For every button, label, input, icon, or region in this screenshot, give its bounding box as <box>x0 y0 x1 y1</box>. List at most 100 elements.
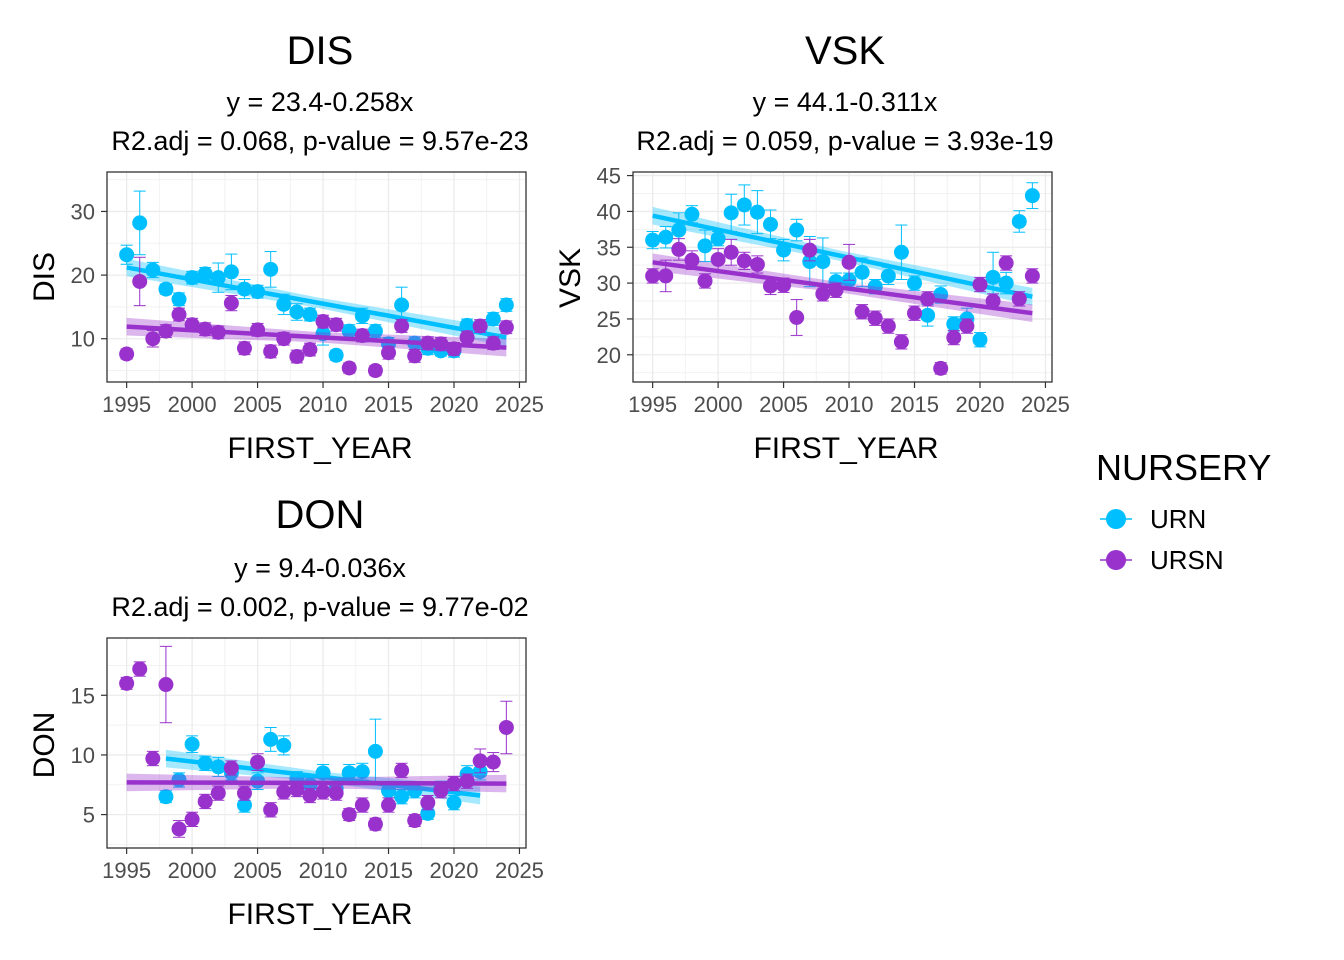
data-point-don-ursn <box>171 821 187 837</box>
data-point-dis-ursn <box>158 323 174 339</box>
data-point-vsk-urn <box>736 197 752 213</box>
panel-equation-don: y = 9.4-0.036x <box>234 553 406 583</box>
x-axis-title-don: FIRST_YEAR <box>227 898 412 931</box>
y-axis-title-dis: DIS <box>28 252 61 302</box>
data-point-vsk-ursn <box>1011 291 1027 307</box>
data-point-vsk-ursn <box>841 254 857 270</box>
data-point-dis-ursn <box>381 345 397 361</box>
data-point-dis-urn <box>184 270 200 286</box>
data-point-don-ursn <box>367 816 383 832</box>
data-point-dis-urn <box>197 266 213 282</box>
data-point-vsk-urn <box>972 332 988 348</box>
data-point-don-urn <box>210 759 226 775</box>
data-point-dis-ursn <box>354 328 370 344</box>
panel-vsk: VSK y = 44.1-0.311x R2.adj = 0.059, p-va… <box>554 29 1070 465</box>
plot-border <box>632 171 1053 383</box>
y-tick-label: 20 <box>597 343 621 368</box>
x-tick-label: 2010 <box>299 858 348 883</box>
data-point-dis-urn <box>210 270 226 286</box>
data-point-dis-urn <box>485 311 501 327</box>
data-point-vsk-ursn <box>972 277 988 293</box>
data-point-don-urn <box>341 765 357 781</box>
data-point-vsk-urn <box>998 275 1014 291</box>
data-point-vsk-ursn <box>998 255 1014 271</box>
panel-title-dis: DIS <box>287 29 354 73</box>
data-point-don-ursn <box>394 762 410 778</box>
data-point-don-ursn <box>263 802 279 818</box>
x-tick-label: 2025 <box>1021 392 1070 417</box>
data-point-vsk-ursn <box>710 251 726 267</box>
data-point-vsk-ursn <box>789 309 805 325</box>
data-point-vsk-urn <box>1024 188 1040 204</box>
panel-title-don: DON <box>276 493 365 537</box>
data-point-don-ursn <box>341 807 357 823</box>
data-point-don-urn <box>367 743 383 759</box>
data-point-dis-ursn <box>420 335 436 351</box>
plot-border <box>106 171 527 383</box>
data-point-don-ursn <box>119 675 135 691</box>
data-point-dis-ursn <box>328 317 344 333</box>
data-point-vsk-urn <box>1011 213 1027 229</box>
data-point-dis-urn <box>171 291 187 307</box>
data-point-dis-urn <box>119 247 135 263</box>
data-point-vsk-urn <box>907 275 923 291</box>
data-point-don-ursn <box>433 783 449 799</box>
y-tick-label: 40 <box>597 199 621 224</box>
panel-don: DON y = 9.4-0.036x R2.adj = 0.002, p-val… <box>28 493 544 931</box>
data-point-don-ursn <box>472 753 488 769</box>
data-point-dis-urn <box>132 215 148 231</box>
data-point-dis-ursn <box>119 346 135 362</box>
data-point-don-ursn <box>498 719 514 735</box>
data-point-dis-ursn <box>341 360 357 376</box>
data-point-vsk-ursn <box>867 310 883 326</box>
data-point-don-urn <box>236 797 252 813</box>
data-point-don-ursn <box>223 760 239 776</box>
data-point-don-ursn <box>289 782 305 798</box>
data-point-vsk-urn <box>723 205 739 221</box>
data-point-vsk-ursn <box>658 268 674 284</box>
data-point-vsk-ursn <box>828 282 844 298</box>
data-point-don-urn <box>197 755 213 771</box>
data-point-vsk-ursn <box>933 360 949 376</box>
data-point-dis-ursn <box>263 343 279 359</box>
data-point-vsk-ursn <box>749 256 765 272</box>
data-point-vsk-urn <box>815 254 831 270</box>
plot-border <box>106 637 527 849</box>
x-tick-label: 2020 <box>956 392 1005 417</box>
data-point-dis-ursn <box>197 321 213 337</box>
x-tick-label: 1995 <box>628 392 677 417</box>
data-point-vsk-urn <box>946 316 962 332</box>
data-point-dis-ursn <box>302 342 318 358</box>
data-point-vsk-ursn <box>776 277 792 293</box>
data-point-vsk-ursn <box>893 334 909 350</box>
legend-key-dot-urn <box>1106 509 1126 529</box>
data-point-dis-urn <box>250 284 266 300</box>
x-tick-label: 2005 <box>233 858 282 883</box>
data-point-vsk-ursn <box>1024 268 1040 284</box>
data-point-dis-ursn <box>315 314 331 330</box>
data-point-dis-urn <box>354 308 370 324</box>
data-point-vsk-urn <box>697 238 713 254</box>
data-point-dis-urn <box>498 297 514 313</box>
data-point-vsk-ursn <box>736 253 752 269</box>
legend-title: NURSERY <box>1096 447 1271 488</box>
y-axis-title-vsk: VSK <box>554 248 587 308</box>
data-point-don-urn <box>407 783 423 799</box>
x-tick-label: 2000 <box>694 392 743 417</box>
data-point-vsk-ursn <box>880 318 896 334</box>
legend-item-urn: URN <box>1100 504 1206 534</box>
data-point-vsk-urn <box>671 222 687 238</box>
panel-equation-vsk: y = 44.1-0.311x <box>753 87 938 117</box>
data-point-vsk-urn <box>789 222 805 238</box>
data-point-don-ursn <box>315 784 331 800</box>
data-point-don-ursn <box>184 811 200 827</box>
panel-stats-don: R2.adj = 0.002, p-value = 9.77e-02 <box>111 592 528 622</box>
data-point-don-urn <box>315 765 331 781</box>
data-point-vsk-ursn <box>854 304 870 320</box>
data-point-dis-urn <box>302 307 318 323</box>
panel-stats-dis: R2.adj = 0.068, p-value = 9.57e-23 <box>111 126 528 156</box>
legend-item-ursn: URSN <box>1100 545 1224 575</box>
data-point-dis-urn <box>223 264 239 280</box>
data-point-dis-urn <box>367 323 383 339</box>
